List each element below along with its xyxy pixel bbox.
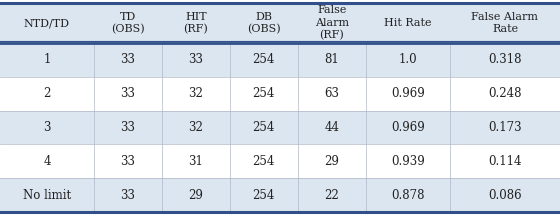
Text: 44: 44 [324,121,339,134]
Text: 254: 254 [253,155,275,168]
Text: 0.318: 0.318 [488,53,522,66]
Text: 31: 31 [188,155,203,168]
Text: HIT
(RF): HIT (RF) [184,12,208,34]
Text: 3: 3 [43,121,51,134]
Text: NTD/TD: NTD/TD [24,18,70,28]
Text: 63: 63 [324,87,339,100]
Bar [450,144,560,178]
Bar [298,43,366,77]
Text: 33: 33 [120,189,136,202]
Text: 33: 33 [120,121,136,134]
Bar [162,111,230,144]
Bar [230,144,298,178]
Text: 2: 2 [43,87,50,100]
Bar [162,144,230,178]
Text: 0.969: 0.969 [391,87,424,100]
Text: 254: 254 [253,53,275,66]
Bar [450,178,560,212]
Bar [0,111,94,144]
Text: Hit Rate: Hit Rate [384,18,432,28]
Bar [162,43,230,77]
Bar [298,3,366,43]
Bar [366,111,450,144]
Text: 29: 29 [324,155,339,168]
Bar [162,77,230,111]
Text: 22: 22 [324,189,339,202]
Bar [230,178,298,212]
Text: 0.969: 0.969 [391,121,424,134]
Text: 0.248: 0.248 [488,87,522,100]
Text: 0.173: 0.173 [488,121,522,134]
Text: 4: 4 [43,155,51,168]
Text: 254: 254 [253,87,275,100]
Bar [230,3,298,43]
Bar [162,3,230,43]
Bar [450,3,560,43]
Bar [0,178,94,212]
Bar [94,144,162,178]
Bar [298,178,366,212]
Text: 0.878: 0.878 [391,189,424,202]
Bar [366,3,450,43]
Text: 0.114: 0.114 [488,155,522,168]
Bar [450,77,560,111]
Bar [94,43,162,77]
Text: 254: 254 [253,121,275,134]
Bar [94,3,162,43]
Bar [298,77,366,111]
Bar [0,43,94,77]
Text: 33: 33 [120,87,136,100]
Text: 33: 33 [188,53,203,66]
Text: 29: 29 [188,189,203,202]
Bar [298,144,366,178]
Text: False Alarm
Rate: False Alarm Rate [472,12,539,34]
Bar [94,111,162,144]
Text: 0.939: 0.939 [391,155,424,168]
Bar [450,43,560,77]
Bar [366,178,450,212]
Text: No limit: No limit [23,189,71,202]
Bar [0,3,94,43]
Bar [162,178,230,212]
Text: 1.0: 1.0 [399,53,417,66]
Bar [450,111,560,144]
Text: 0.086: 0.086 [488,189,522,202]
Bar [230,111,298,144]
Text: 33: 33 [120,53,136,66]
Text: 1: 1 [43,53,50,66]
Text: 32: 32 [188,121,203,134]
Text: False
Alarm
(RF): False Alarm (RF) [315,5,349,41]
Bar [0,144,94,178]
Text: 81: 81 [324,53,339,66]
Bar [94,77,162,111]
Bar [94,178,162,212]
Bar [0,77,94,111]
Bar [366,144,450,178]
Bar [230,43,298,77]
Bar [366,77,450,111]
Text: DB
(OBS): DB (OBS) [247,12,281,34]
Text: 33: 33 [120,155,136,168]
Text: 32: 32 [188,87,203,100]
Bar [366,43,450,77]
Bar [298,111,366,144]
Text: TD
(OBS): TD (OBS) [111,12,144,34]
Bar [230,77,298,111]
Text: 254: 254 [253,189,275,202]
